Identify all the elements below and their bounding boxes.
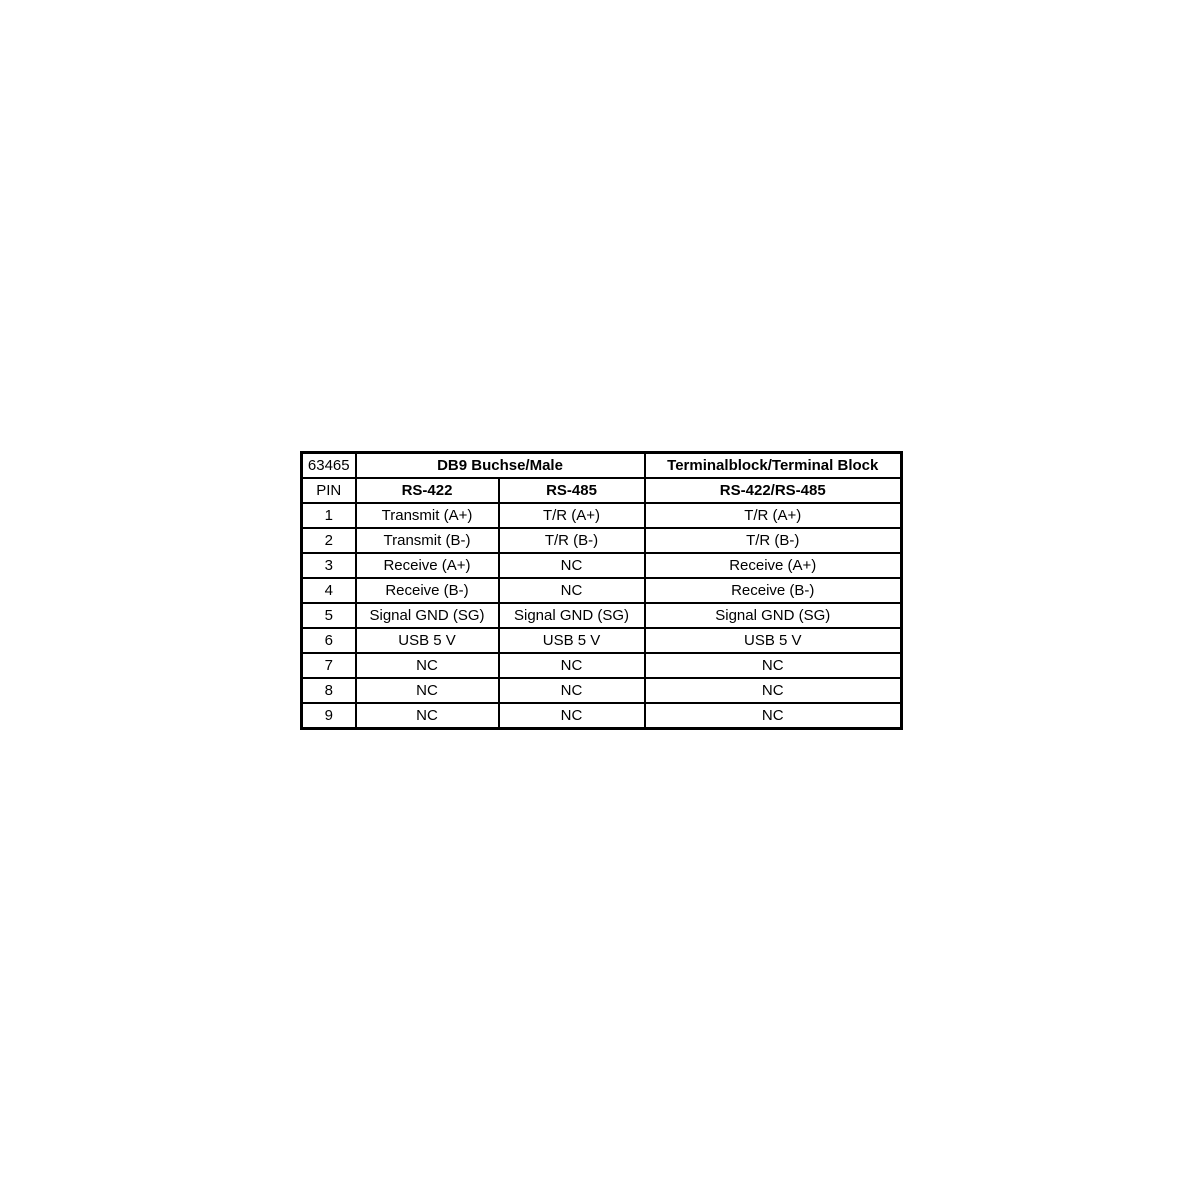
table-row: 3 Receive (A+) NC Receive (A+) xyxy=(300,552,903,579)
rs422-rs485-signal: Receive (B-) xyxy=(643,577,903,604)
rs422-signal: NC xyxy=(354,702,500,730)
pin-number: 1 xyxy=(300,502,357,529)
column-header-rs422-rs485: RS-422/RS-485 xyxy=(643,477,903,504)
rs422-signal: NC xyxy=(354,652,500,679)
rs422-rs485-signal: NC xyxy=(643,702,903,730)
rs485-signal: Signal GND (SG) xyxy=(497,602,646,629)
article-number: 63465 xyxy=(300,451,357,479)
column-header-row: PIN RS-422 RS-485 RS-422/RS-485 xyxy=(300,477,903,504)
pin-number: 5 xyxy=(300,602,357,629)
rs485-signal: NC xyxy=(497,577,646,604)
rs422-rs485-signal: NC xyxy=(643,652,903,679)
rs422-signal: Transmit (A+) xyxy=(354,502,500,529)
pin-number: 7 xyxy=(300,652,357,679)
pin-number: 3 xyxy=(300,552,357,579)
rs422-rs485-signal: Signal GND (SG) xyxy=(643,602,903,629)
pin-number: 6 xyxy=(300,627,357,654)
table-title-row: 63465 DB9 Buchse/Male Terminalblock/Term… xyxy=(300,451,903,479)
table-row: 6 USB 5 V USB 5 V USB 5 V xyxy=(300,627,903,654)
rs422-signal: USB 5 V xyxy=(354,627,500,654)
column-header-rs485: RS-485 xyxy=(497,477,646,504)
rs485-signal: T/R (A+) xyxy=(497,502,646,529)
table-row: 1 Transmit (A+) T/R (A+) T/R (A+) xyxy=(300,502,903,529)
rs485-signal: NC xyxy=(497,552,646,579)
rs422-signal: Signal GND (SG) xyxy=(354,602,500,629)
rs422-rs485-signal: T/R (B-) xyxy=(643,527,903,554)
pin-number: 2 xyxy=(300,527,357,554)
terminalblock-header: Terminalblock/Terminal Block xyxy=(643,451,903,479)
table-row: 9 NC NC NC xyxy=(300,702,903,730)
pinout-table: 63465 DB9 Buchse/Male Terminalblock/Term… xyxy=(300,451,903,730)
rs422-signal: Receive (B-) xyxy=(354,577,500,604)
rs422-signal: Receive (A+) xyxy=(354,552,500,579)
rs485-signal: NC xyxy=(497,677,646,704)
rs485-signal: T/R (B-) xyxy=(497,527,646,554)
column-header-pin: PIN xyxy=(300,477,357,504)
rs485-signal: NC xyxy=(497,652,646,679)
pin-number: 8 xyxy=(300,677,357,704)
table-row: 5 Signal GND (SG) Signal GND (SG) Signal… xyxy=(300,602,903,629)
table-row: 2 Transmit (B-) T/R (B-) T/R (B-) xyxy=(300,527,903,554)
rs422-signal: Transmit (B-) xyxy=(354,527,500,554)
rs422-rs485-signal: NC xyxy=(643,677,903,704)
rs485-signal: USB 5 V xyxy=(497,627,646,654)
rs422-rs485-signal: T/R (A+) xyxy=(643,502,903,529)
rs422-rs485-signal: Receive (A+) xyxy=(643,552,903,579)
pin-number: 9 xyxy=(300,702,357,730)
table-row: 7 NC NC NC xyxy=(300,652,903,679)
table-row: 4 Receive (B-) NC Receive (B-) xyxy=(300,577,903,604)
column-header-rs422: RS-422 xyxy=(354,477,500,504)
db9-header: DB9 Buchse/Male xyxy=(354,451,646,479)
table-row: 8 NC NC NC xyxy=(300,677,903,704)
pin-number: 4 xyxy=(300,577,357,604)
rs485-signal: NC xyxy=(497,702,646,730)
rs422-signal: NC xyxy=(354,677,500,704)
rs422-rs485-signal: USB 5 V xyxy=(643,627,903,654)
